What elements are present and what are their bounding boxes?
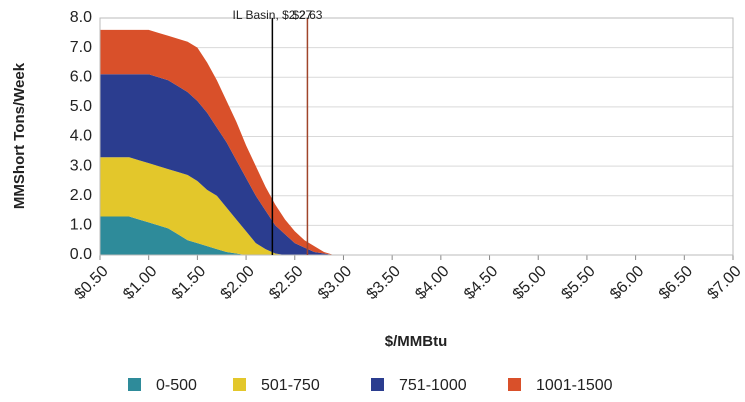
plot-frame — [99, 17, 734, 256]
y-tick-label: 3.0 — [70, 157, 92, 174]
y-tick-label: 0.0 — [70, 246, 92, 263]
y-axis-label: MMShort Tons/Week — [11, 62, 28, 209]
area — [100, 74, 334, 255]
area — [100, 29, 334, 255]
legend-swatch — [371, 378, 384, 391]
x-tick-label: $1.00 — [120, 263, 160, 303]
legend-label: 501-750 — [261, 377, 320, 394]
legend-label: 751-1000 — [399, 377, 467, 394]
x-tick-label: $2.50 — [266, 263, 306, 303]
y-tick-label: 7.0 — [70, 39, 92, 56]
legend-swatch — [128, 378, 141, 391]
x-tick-label: $4.00 — [412, 263, 452, 303]
x-tick-label: $6.50 — [656, 263, 696, 303]
x-tick-label: $5.00 — [510, 263, 550, 303]
x-tick-label: $3.50 — [364, 263, 404, 303]
x-tick-label: $2.00 — [218, 263, 258, 303]
x-tick-label: $3.00 — [315, 263, 355, 303]
legend-label: 0-500 — [156, 377, 197, 394]
x-tick-label: $1.50 — [169, 263, 209, 303]
x-axis-label: $/MMBtu — [385, 333, 448, 350]
x-tick-label: $7.00 — [704, 263, 744, 303]
x-tick-label: $5.50 — [558, 263, 598, 303]
annotation-label: $2.63 — [292, 8, 322, 22]
y-tick-label: 1.0 — [70, 217, 92, 234]
y-tick-label: 6.0 — [70, 68, 92, 85]
y-tick-label: 2.0 — [70, 187, 92, 204]
x-tick-label: $4.50 — [461, 263, 501, 303]
legend-label: 1001-1500 — [536, 377, 613, 394]
y-tick-label: 4.0 — [70, 128, 92, 145]
x-tick-label: $6.00 — [607, 263, 647, 303]
legend-swatch — [508, 378, 521, 391]
annotation-label: IL Basin, $2.27 — [233, 8, 313, 22]
y-tick-label: 5.0 — [70, 98, 92, 115]
x-tick-label: $0.50 — [71, 263, 111, 303]
area — [100, 157, 334, 255]
area — [100, 216, 334, 255]
y-tick-label: 8.0 — [70, 9, 92, 26]
legend-swatch — [233, 378, 246, 391]
